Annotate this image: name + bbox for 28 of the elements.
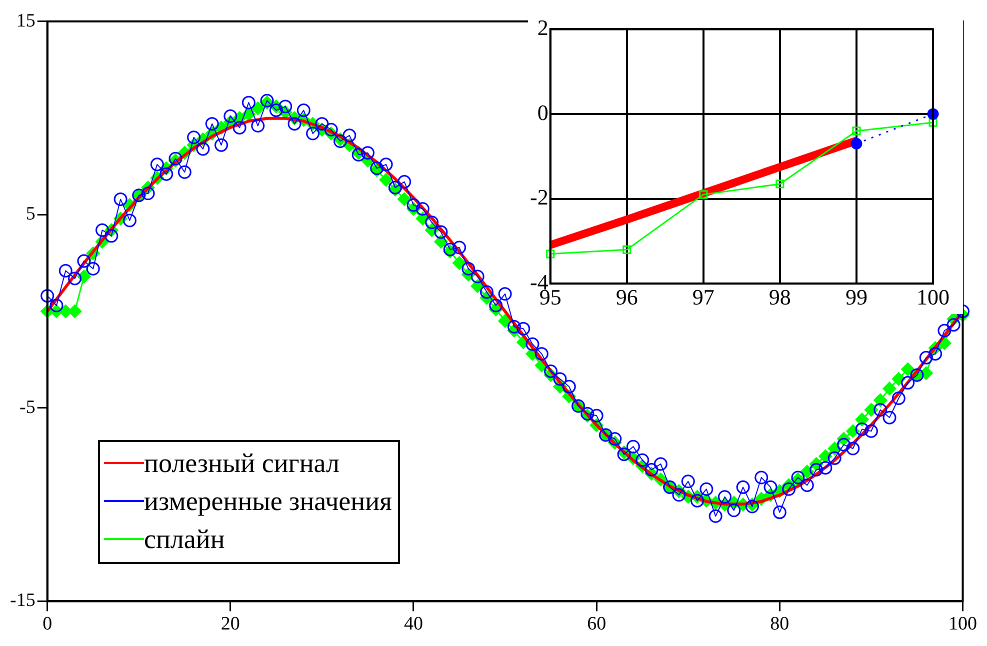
legend-label: измеренные значения [144,485,392,518]
y-tick-label: -15 [10,590,36,612]
y-tick-label: -5 [20,396,36,418]
x-tick-label: 80 [770,614,790,635]
x-tick-label: 97 [692,284,714,310]
x-tick-label: 40 [404,614,423,635]
y-tick-label: 0 [537,100,548,125]
point [776,180,784,188]
x-tick-label: 96 [616,284,638,310]
x-tick-label: 100 [948,614,977,635]
point [850,138,862,150]
x-tick-label: 60 [587,614,606,635]
x-tick-label: 100 [916,284,950,310]
point [928,118,938,127]
x-tick-label: 98 [768,284,791,310]
legend-label: полезный сигнал [144,447,340,480]
point [699,190,708,199]
point [852,126,861,136]
legend-label: сплайн [144,523,225,556]
y-tick-label: 2 [537,14,548,40]
x-tick-label: 0 [42,614,52,635]
y-tick-label: 5 [26,204,36,225]
point [622,245,632,254]
y-tick-label: -2 [530,184,548,210]
y-tick-label: 15 [16,10,36,32]
x-tick-label: 99 [845,284,868,310]
point [546,250,555,258]
x-tick-label: 20 [220,614,240,635]
